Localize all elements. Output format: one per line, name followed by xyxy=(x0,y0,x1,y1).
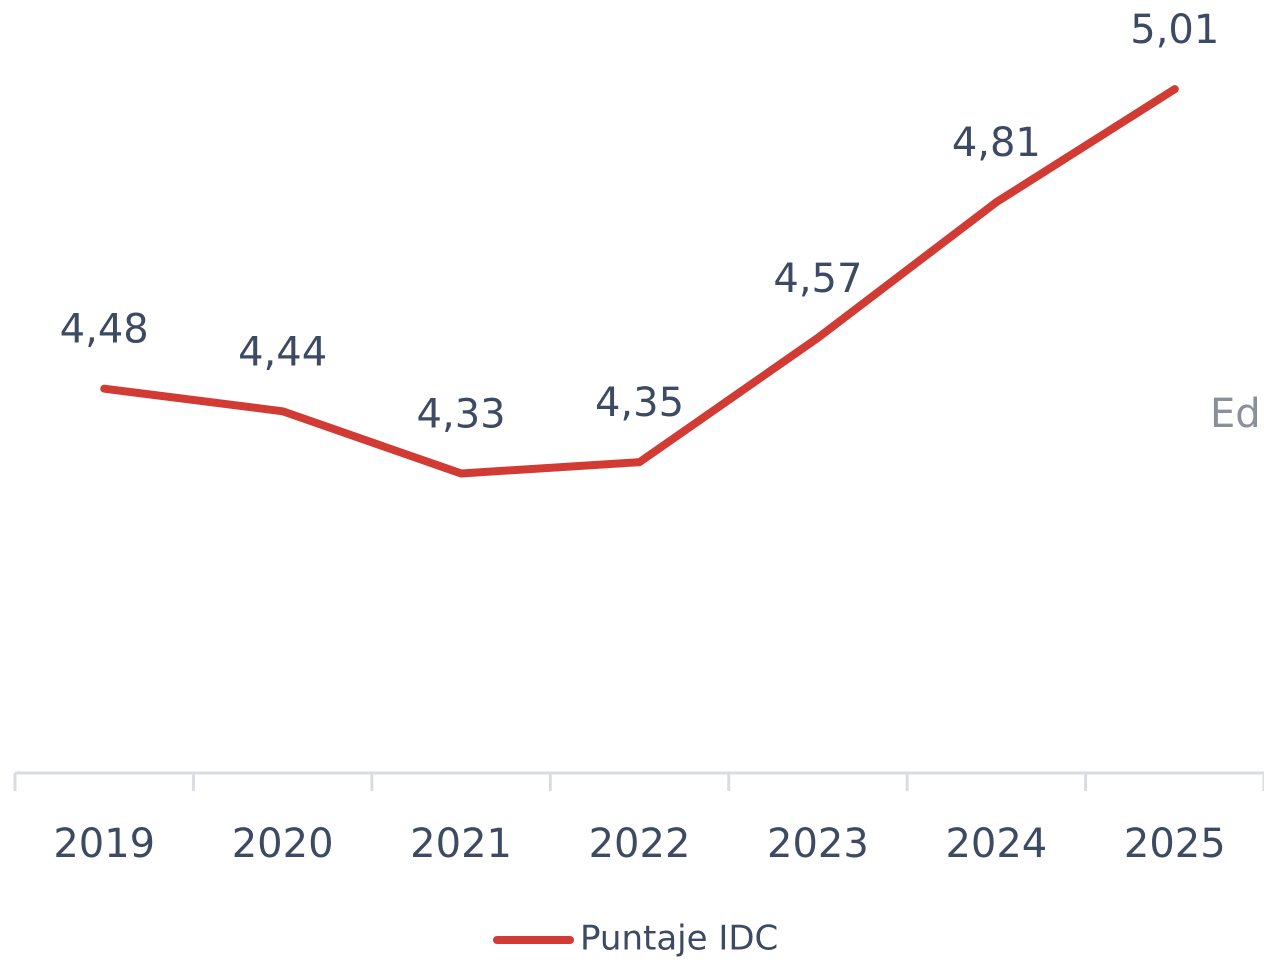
x-tick-label: 2025 xyxy=(1124,821,1226,867)
annotation: Ed xyxy=(1210,391,1261,437)
x-tick-label: 2021 xyxy=(410,821,512,867)
data-label: 4,81 xyxy=(952,120,1041,166)
data-label: 5,01 xyxy=(1130,7,1219,53)
data-label: 4,44 xyxy=(238,329,327,375)
x-tick-label: 2020 xyxy=(232,821,334,867)
data-label: 4,57 xyxy=(773,256,862,302)
data-label: 4,35 xyxy=(595,380,684,426)
x-tick-label: 2024 xyxy=(945,821,1047,867)
data-label: 4,33 xyxy=(417,391,506,437)
x-tick-label: 2019 xyxy=(53,821,155,867)
data-label: 4,48 xyxy=(60,307,149,353)
legend-label: Puntaje IDC xyxy=(580,919,778,959)
x-tick-label: 2023 xyxy=(767,821,869,867)
x-tick-label: 2022 xyxy=(589,821,691,867)
data-line xyxy=(100,85,1179,478)
